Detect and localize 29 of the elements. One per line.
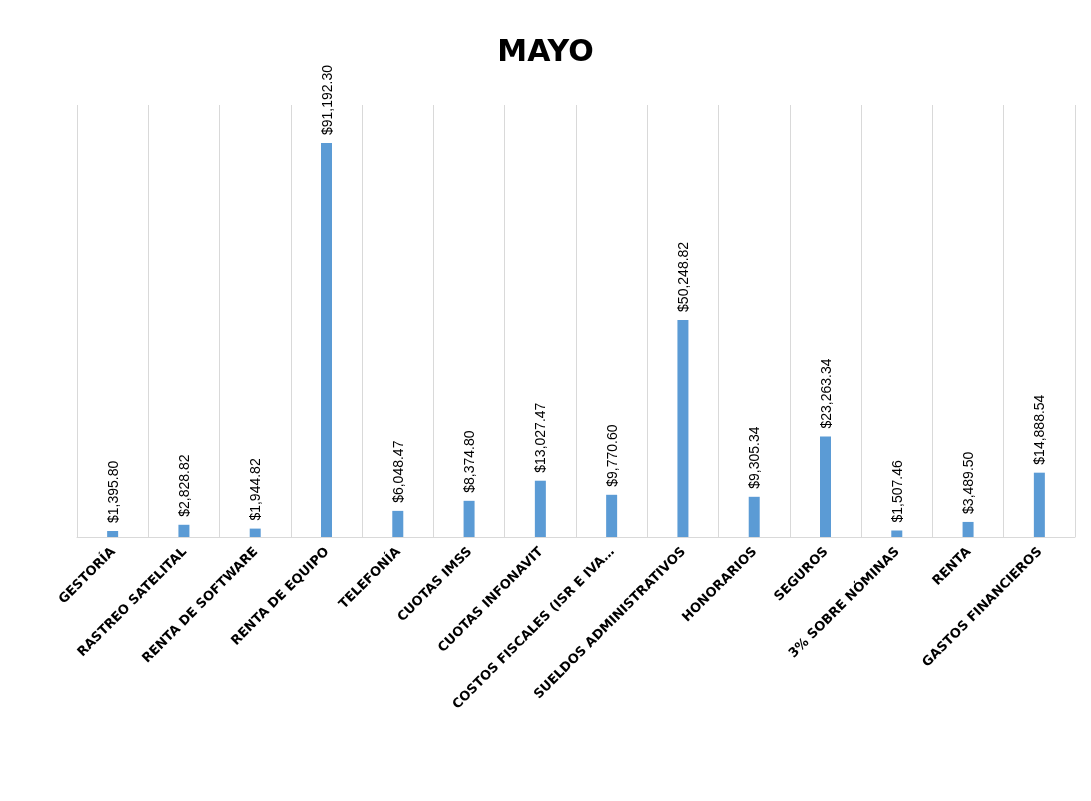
bar: [321, 143, 332, 537]
data-label: $14,888.54: [1031, 394, 1048, 465]
bar: [107, 530, 119, 537]
bar: [962, 521, 974, 537]
bar: [677, 319, 689, 537]
data-label: $91,192.30: [318, 64, 335, 136]
data-label: $1,507.46: [888, 459, 905, 523]
data-label: $50,248.82: [674, 241, 691, 312]
data-label: $13,027.47: [532, 402, 549, 473]
data-label: $23,263.34: [817, 358, 834, 429]
data-label: $6,048.47: [389, 440, 406, 503]
data-label: $9,770.60: [603, 424, 620, 487]
bar: [820, 436, 831, 537]
bar: [463, 500, 475, 537]
chart-title: MAYO: [497, 32, 594, 68]
data-label: $8,374.80: [461, 430, 478, 493]
bar: [249, 528, 261, 537]
bar: [1033, 472, 1045, 537]
bar: [392, 510, 404, 537]
data-label: $3,489.50: [960, 451, 977, 514]
data-label: $1,944.82: [247, 458, 264, 521]
data-label: $1,395.80: [104, 460, 121, 523]
bar: [748, 496, 760, 537]
bar: [606, 494, 618, 537]
bar: [534, 480, 546, 537]
bar: [178, 524, 190, 537]
data-label: $9,305.34: [746, 426, 763, 489]
data-label: $2,828.82: [175, 454, 192, 517]
bar: [891, 530, 903, 537]
